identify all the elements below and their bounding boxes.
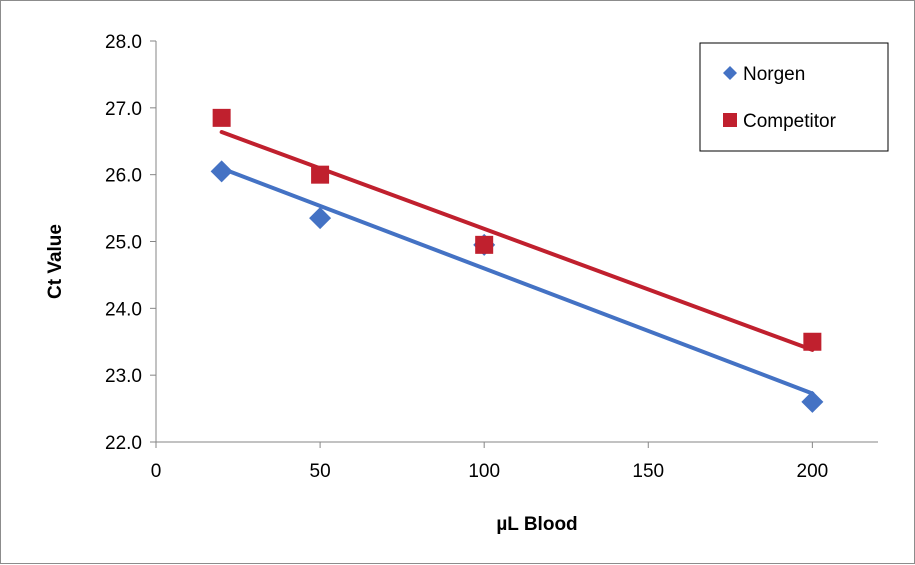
data-point-competitor	[803, 332, 822, 351]
legend: Norgen Competitor	[699, 42, 889, 152]
data-point-norgen	[210, 160, 233, 183]
x-axis-title: µL Blood	[496, 514, 577, 535]
legend-box	[699, 42, 889, 152]
legend-label: Norgen	[743, 64, 805, 85]
x-tick-label: 50	[310, 461, 331, 482]
y-tick-label: 26.0	[105, 166, 142, 187]
trendline-norgen	[219, 166, 815, 396]
data-point-norgen	[309, 207, 332, 230]
y-tick-label: 22.0	[105, 433, 142, 454]
y-tick-label: 27.0	[105, 99, 142, 120]
y-tick-label: 28.0	[105, 32, 142, 53]
trendline-competitor	[219, 130, 815, 352]
x-tick-label: 200	[797, 461, 829, 482]
legend-item-competitor: Competitor	[723, 111, 837, 132]
trendlines	[219, 130, 815, 396]
y-axis-title: Ct Value	[45, 224, 66, 299]
legend-item-norgen: Norgen	[723, 64, 805, 85]
y-tick-label: 25.0	[105, 233, 142, 254]
data-point-competitor	[475, 235, 494, 254]
data-point-norgen	[801, 390, 824, 413]
legend-label: Competitor	[743, 111, 837, 132]
data-point-competitor	[311, 165, 330, 184]
data-point-competitor	[212, 108, 231, 127]
legend-marker-diamond	[723, 66, 737, 80]
x-tick-label: 100	[468, 461, 500, 482]
x-tick-label: 0	[151, 461, 162, 482]
y-tick-label: 24.0	[105, 299, 142, 320]
data-points	[210, 108, 824, 413]
y-tick-label: 23.0	[105, 366, 142, 387]
axes: 22.0 23.0 24.0 25.0 26.0 27.0 28.0 0 50 100 150 200	[105, 32, 878, 482]
x-tick-label: 150	[632, 461, 664, 482]
legend-marker-square	[723, 113, 737, 127]
